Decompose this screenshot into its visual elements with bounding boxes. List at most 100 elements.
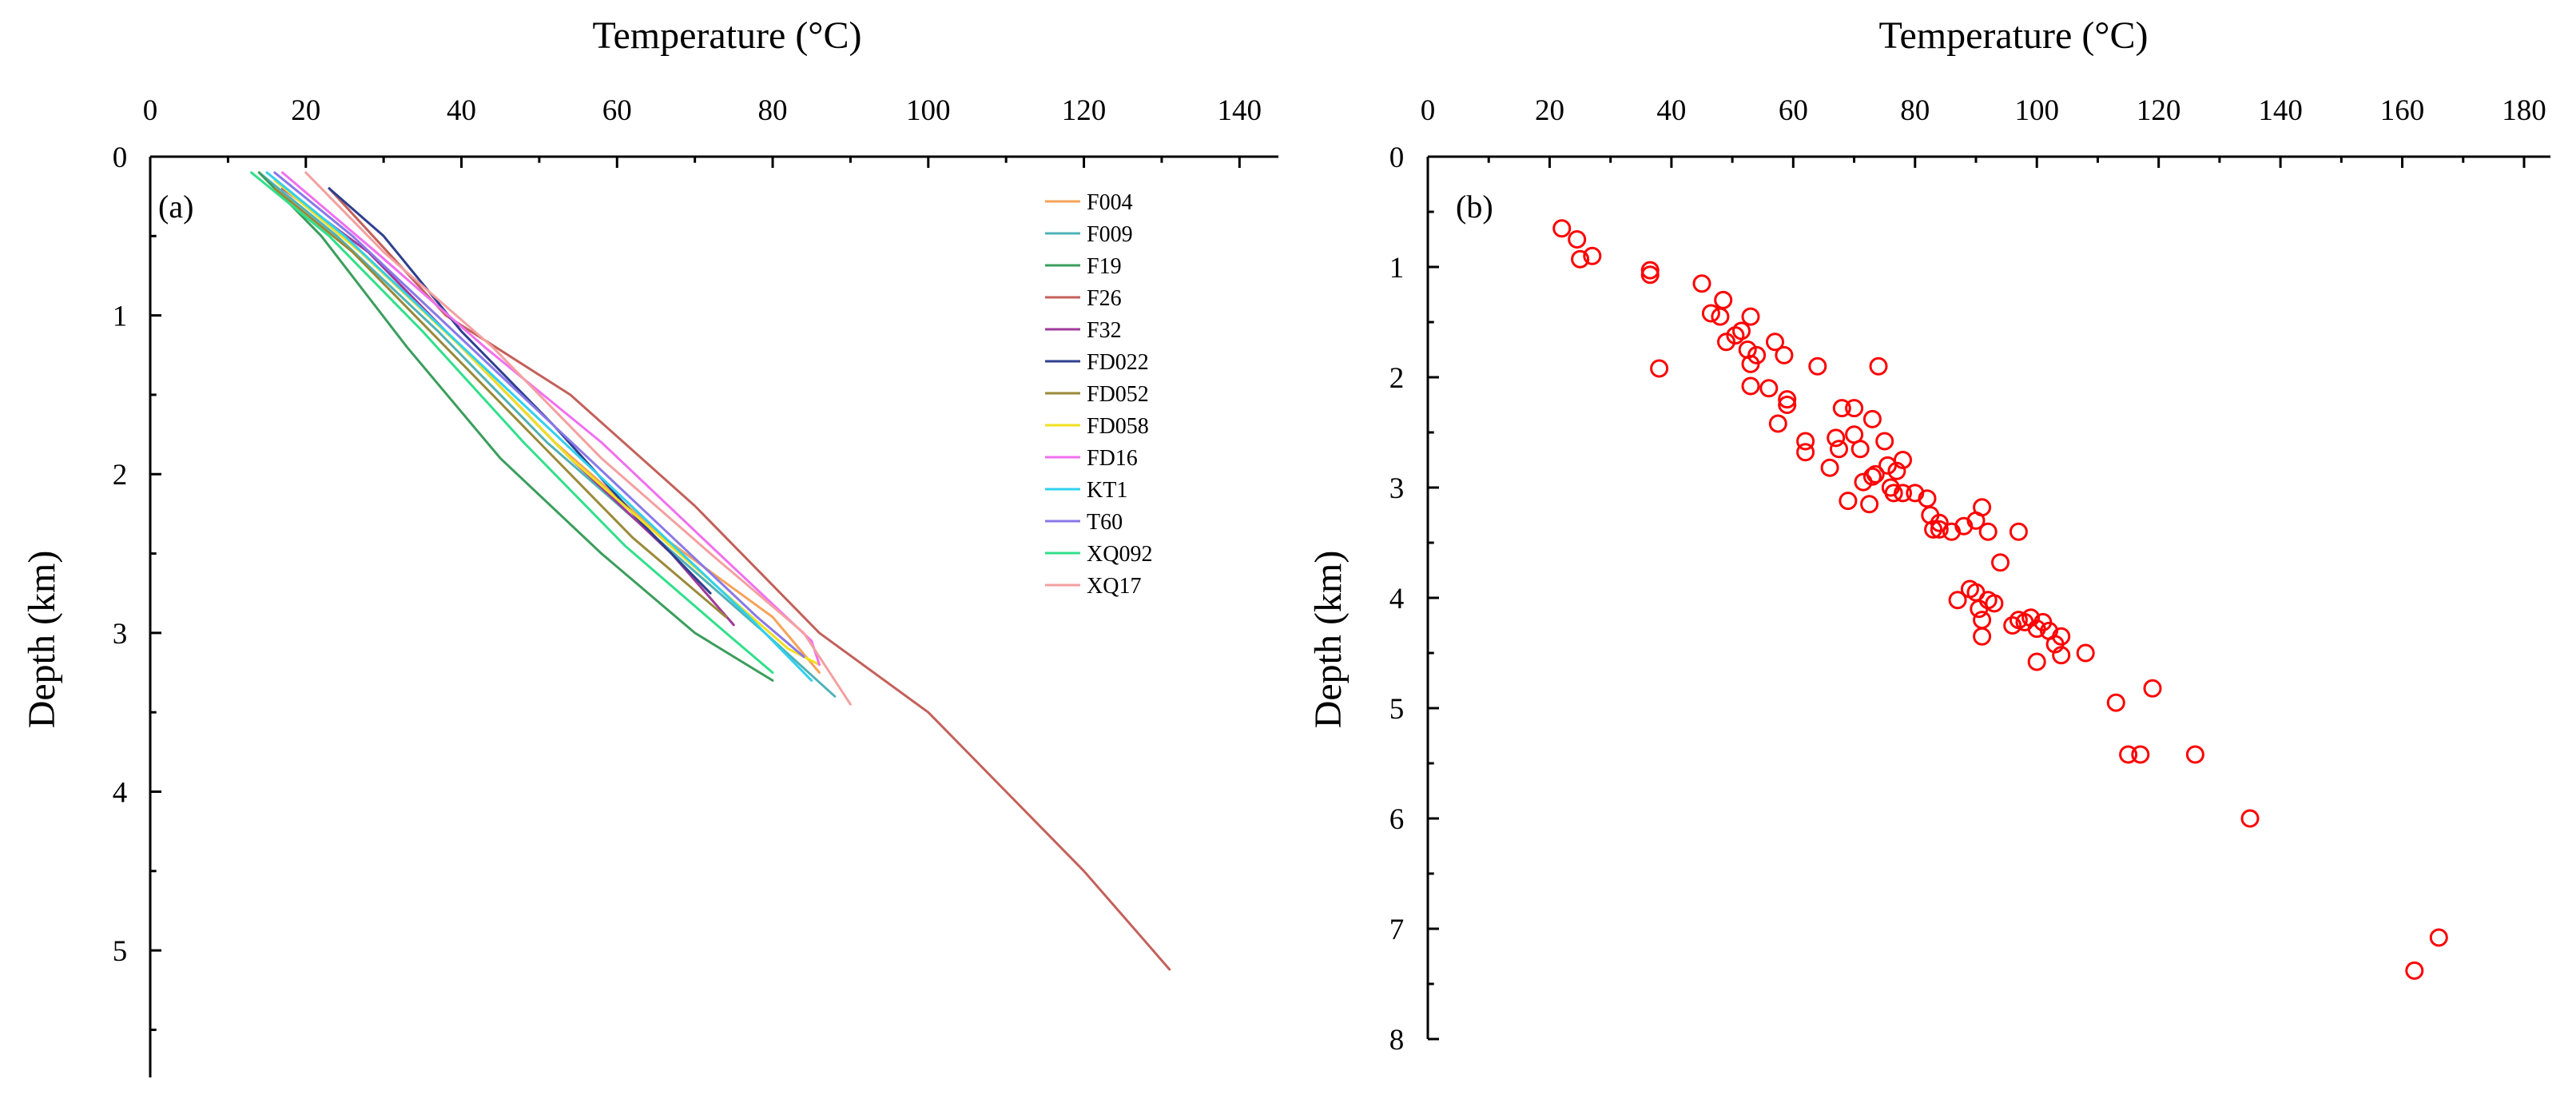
legend-label-fd022: FD022 xyxy=(1087,350,1149,375)
panel-a: Temperature (°C) Depth (km) (a) 0 20 40 60 8… xyxy=(21,14,1278,1077)
b-x-tick-label: 60 xyxy=(1779,94,1808,127)
a-x-tick-label: 120 xyxy=(1062,94,1107,127)
scatter-point xyxy=(1568,230,1587,249)
scatter-point xyxy=(1924,520,1943,539)
scatter-point xyxy=(1860,495,1879,514)
legend-label-kt1: KT1 xyxy=(1087,478,1127,503)
legend-label-f004: F004 xyxy=(1087,190,1133,215)
scatter-point xyxy=(1930,520,1949,539)
series-line-fd022 xyxy=(328,187,712,595)
b-x-tick-label: 160 xyxy=(2380,94,2425,127)
scatter-point xyxy=(1796,432,1815,451)
scatter-point xyxy=(1717,332,1735,352)
a-y-tick-label: 0 xyxy=(113,141,128,174)
a-y-tick-label: 1 xyxy=(113,301,128,333)
b-y-tick-label: 0 xyxy=(1389,141,1405,174)
series-line-fd16 xyxy=(281,171,821,667)
scatter-point xyxy=(1711,307,1730,326)
panel-b-y-axis-title: Depth (km) xyxy=(1307,551,1350,729)
scatter-point xyxy=(1991,553,2010,572)
scatter-point xyxy=(1973,627,1992,646)
a-y-tick-label: 2 xyxy=(113,459,128,492)
a-x-tick-label: 140 xyxy=(1218,94,1262,127)
b-x-tick-label: 20 xyxy=(1535,94,1564,127)
scatter-point xyxy=(1869,356,1888,376)
scatter-point xyxy=(1973,611,1992,630)
a-y-tick-label: 5 xyxy=(113,935,128,968)
scatter-point xyxy=(1640,265,1660,285)
legend-label-f26: F26 xyxy=(1087,286,1122,311)
scatter-point xyxy=(2076,643,2095,663)
scatter-point xyxy=(1796,443,1815,462)
series-line-kt1 xyxy=(265,171,813,682)
b-x-tick-label: 180 xyxy=(2502,94,2546,127)
legend-label-f009: F009 xyxy=(1087,222,1133,247)
scatter-point xyxy=(2106,693,2125,712)
scatter-point xyxy=(1741,376,1760,396)
scatter-point xyxy=(1930,513,1949,532)
scatter-point xyxy=(1650,359,1669,378)
series-line-f32 xyxy=(281,187,735,627)
panel-b: Temperature (°C) Depth (km) (b) 0 20 40 60 8… xyxy=(1307,14,2550,1057)
b-x-tick-label: 0 xyxy=(1421,94,1436,127)
scatter-point xyxy=(1775,345,1794,364)
scatter-point xyxy=(1862,409,1882,428)
b-y-tick-label: 5 xyxy=(1389,693,1405,726)
series-line-xq092 xyxy=(250,171,774,674)
scatter-point xyxy=(1701,304,1720,323)
a-y-tick-label: 3 xyxy=(113,618,128,651)
legend-label-xq092: XQ092 xyxy=(1087,542,1152,567)
scatter-point xyxy=(1759,379,1779,398)
a-x-tick-label: 80 xyxy=(758,94,788,127)
scatter-point xyxy=(1820,458,1839,477)
legend-label-f32: F32 xyxy=(1087,318,1122,343)
b-y-tick-label: 8 xyxy=(1389,1024,1405,1057)
scatter-point xyxy=(1884,484,1903,503)
scatter-point xyxy=(2052,646,2071,665)
scatter-point xyxy=(1583,246,1602,265)
series-line-fd052 xyxy=(273,187,728,619)
scatter-point xyxy=(1862,467,1882,486)
scatter-point xyxy=(2119,745,2138,764)
b-x-tick-label: 140 xyxy=(2258,94,2303,127)
a-x-tick-label: 60 xyxy=(602,94,632,127)
b-x-tick-label: 100 xyxy=(2014,94,2059,127)
scatter-point xyxy=(1830,440,1848,459)
b-x-tick-label: 120 xyxy=(2137,94,2181,127)
scatter-point xyxy=(1887,461,1906,480)
scatter-point xyxy=(1778,396,1797,414)
a-x-tick-label: 100 xyxy=(906,94,951,127)
series-line-t60 xyxy=(273,171,805,659)
series-line-f26 xyxy=(328,187,1171,971)
scatter-point xyxy=(1973,498,1992,517)
b-y-tick-label: 6 xyxy=(1389,803,1405,836)
b-y-tick-label: 1 xyxy=(1389,252,1405,285)
scatter-point xyxy=(1768,414,1787,433)
scatter-point xyxy=(2131,745,2150,764)
scatter-point xyxy=(1714,290,1733,309)
b-x-tick-label: 40 xyxy=(1656,94,1686,127)
scatter-point xyxy=(1985,594,2004,613)
scatter-point xyxy=(2143,679,2162,698)
scatter-point xyxy=(1866,464,1885,484)
scatter-point xyxy=(2003,616,2022,635)
scatter-point xyxy=(1571,249,1590,269)
scatter-point xyxy=(1845,399,1864,418)
scatter-point xyxy=(1839,492,1858,511)
panel-a-series xyxy=(250,171,1171,971)
scatter-point xyxy=(2052,627,2071,646)
b-y-tick-label: 7 xyxy=(1389,914,1405,946)
scatter-point xyxy=(1851,440,1870,459)
panel-b-x-axis-title: Temperature (°C) xyxy=(1878,14,2148,57)
scatter-point xyxy=(1948,591,1967,610)
panel-b-label: (b) xyxy=(1456,189,1493,225)
scatter-point xyxy=(1732,321,1751,340)
b-x-tick-label: 80 xyxy=(1900,94,1930,127)
scatter-point xyxy=(2027,652,2046,671)
scatter-point xyxy=(1766,332,1784,352)
panel-a-ticks: 0 20 40 60 80 100 120 140 0 1 2 3 4 5 xyxy=(113,94,1262,1031)
panel-b-points xyxy=(1552,219,2448,980)
scatter-point xyxy=(1827,428,1846,448)
legend-label-xq17: XQ17 xyxy=(1087,574,1141,599)
scatter-point xyxy=(1741,307,1760,326)
